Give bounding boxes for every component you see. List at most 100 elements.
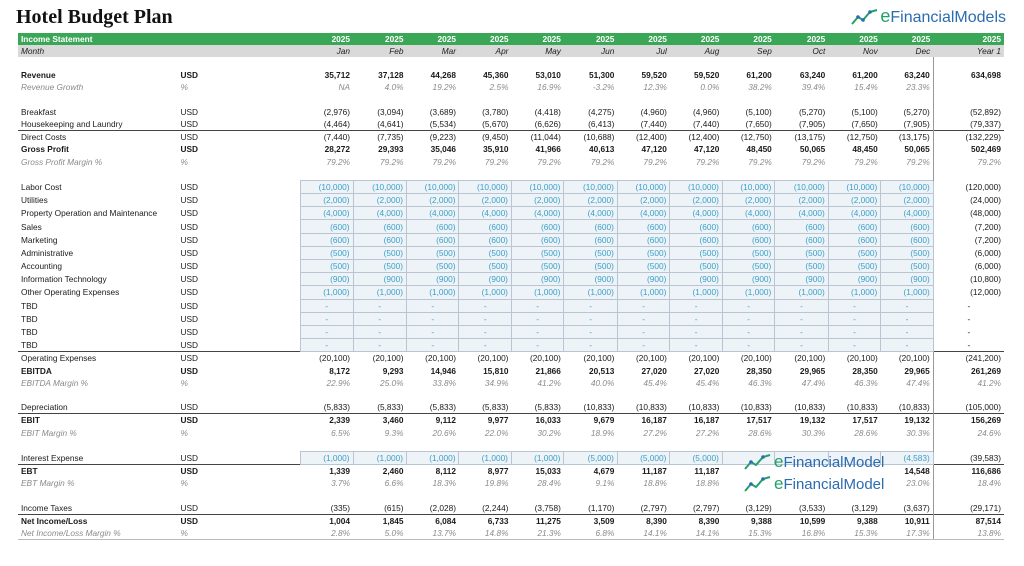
input-cell[interactable]: - [880, 324, 934, 340]
input-cell[interactable]: (1,000) [563, 285, 618, 300]
input-cell[interactable]: (500) [721, 258, 776, 274]
input-cell[interactable]: (10,000) [616, 179, 671, 195]
input-cell[interactable]: (500) [510, 258, 565, 274]
input-cell[interactable]: (4,000) [721, 206, 776, 221]
input-cell[interactable]: - [827, 298, 882, 313]
input-cell[interactable]: - [406, 311, 460, 326]
input-cell[interactable]: (900) [669, 272, 723, 287]
input-cell[interactable]: (500) [669, 258, 723, 274]
input-cell[interactable]: - [510, 338, 565, 353]
input-cell[interactable]: (10,000) [721, 179, 776, 195]
input-cell[interactable]: (5,000) [669, 450, 723, 466]
input-cell[interactable]: (4,000) [352, 206, 408, 221]
input-cell[interactable]: (900) [510, 272, 565, 287]
input-cell[interactable]: (600) [669, 219, 723, 234]
input-cell[interactable]: - [352, 324, 408, 340]
input-cell[interactable]: (10,000) [774, 179, 829, 195]
input-cell[interactable]: - [458, 324, 512, 340]
input-cell[interactable]: - [510, 298, 565, 313]
input-cell[interactable]: (1,000) [406, 285, 460, 300]
input-cell[interactable]: (10,000) [563, 179, 618, 195]
input-cell[interactable]: (1,000) [406, 450, 460, 466]
input-cell[interactable]: - [774, 311, 829, 326]
input-cell[interactable]: (600) [406, 232, 460, 247]
input-cell[interactable]: (10,000) [827, 179, 882, 195]
input-cell[interactable]: - [827, 324, 882, 340]
input-cell[interactable]: (10,000) [300, 179, 354, 195]
input-cell[interactable]: - [669, 311, 723, 326]
input-cell[interactable]: - [616, 324, 671, 340]
input-cell[interactable]: (600) [721, 232, 776, 247]
input-cell[interactable]: (600) [458, 232, 512, 247]
input-cell[interactable]: (500) [880, 245, 934, 261]
input-cell[interactable]: (2,000) [406, 193, 460, 208]
input-cell[interactable]: (900) [880, 272, 934, 287]
input-cell[interactable]: (5,000) [563, 450, 618, 466]
input-cell[interactable]: (500) [880, 258, 934, 274]
input-cell[interactable]: (600) [563, 219, 618, 234]
input-cell[interactable]: - [827, 311, 882, 326]
input-cell[interactable]: - [352, 338, 408, 353]
input-cell[interactable]: - [300, 298, 354, 313]
input-cell[interactable]: (500) [458, 245, 512, 261]
input-cell[interactable]: (900) [458, 272, 512, 287]
input-cell[interactable]: (500) [721, 245, 776, 261]
input-cell[interactable]: - [510, 324, 565, 340]
input-cell[interactable]: (900) [563, 272, 618, 287]
input-cell[interactable]: (1,000) [774, 285, 829, 300]
input-cell[interactable] [827, 450, 882, 466]
input-cell[interactable]: (900) [616, 272, 671, 287]
input-cell[interactable]: (600) [352, 219, 408, 234]
input-cell[interactable]: (4,000) [563, 206, 618, 221]
input-cell[interactable]: (10,000) [669, 179, 723, 195]
input-cell[interactable]: (1,000) [669, 285, 723, 300]
input-cell[interactable]: - [721, 311, 776, 326]
input-cell[interactable]: (600) [616, 232, 671, 247]
input-cell[interactable]: (500) [774, 258, 829, 274]
input-cell[interactable]: (1,000) [510, 450, 565, 466]
input-cell[interactable]: - [563, 338, 618, 353]
input-cell[interactable]: (600) [510, 232, 565, 247]
input-cell[interactable]: (500) [458, 258, 512, 274]
input-cell[interactable]: (500) [300, 258, 354, 274]
input-cell[interactable]: (600) [563, 232, 618, 247]
input-cell[interactable]: (2,000) [616, 193, 671, 208]
input-cell[interactable]: (900) [827, 272, 882, 287]
input-cell[interactable]: (900) [721, 272, 776, 287]
input-cell[interactable]: (1,000) [300, 285, 354, 300]
input-cell[interactable]: - [563, 324, 618, 340]
input-cell[interactable]: (10,000) [510, 179, 565, 195]
input-cell[interactable]: (500) [510, 245, 565, 261]
input-cell[interactable] [774, 450, 829, 466]
input-cell[interactable]: (4,000) [880, 206, 934, 221]
input-cell[interactable]: - [669, 324, 723, 340]
input-cell[interactable]: - [880, 298, 934, 313]
input-cell[interactable]: (4,000) [510, 206, 565, 221]
input-cell[interactable]: (4,000) [406, 206, 460, 221]
input-cell[interactable]: - [300, 311, 354, 326]
input-cell[interactable]: (500) [616, 245, 671, 261]
input-cell[interactable]: (10,000) [458, 179, 512, 195]
input-cell[interactable]: - [300, 338, 354, 353]
input-cell[interactable]: (600) [406, 219, 460, 234]
input-cell[interactable]: (2,000) [880, 193, 934, 208]
input-cell[interactable]: - [406, 298, 460, 313]
input-cell[interactable]: (900) [352, 272, 408, 287]
input-cell[interactable]: (600) [669, 232, 723, 247]
input-cell[interactable]: - [406, 338, 460, 353]
input-cell[interactable]: - [510, 311, 565, 326]
input-cell[interactable]: - [774, 324, 829, 340]
input-cell[interactable]: - [458, 298, 512, 313]
input-cell[interactable]: (4,000) [458, 206, 512, 221]
input-cell[interactable]: - [774, 298, 829, 313]
input-cell[interactable]: (500) [406, 245, 460, 261]
input-cell[interactable]: (10,000) [352, 179, 408, 195]
input-cell[interactable]: - [721, 324, 776, 340]
input-cell[interactable]: (2,000) [510, 193, 565, 208]
input-cell[interactable]: - [616, 311, 671, 326]
input-cell[interactable]: (600) [458, 219, 512, 234]
input-cell[interactable]: (500) [616, 258, 671, 274]
input-cell[interactable]: (900) [300, 272, 354, 287]
input-cell[interactable]: (600) [300, 219, 354, 234]
input-cell[interactable]: (10,000) [406, 179, 460, 195]
